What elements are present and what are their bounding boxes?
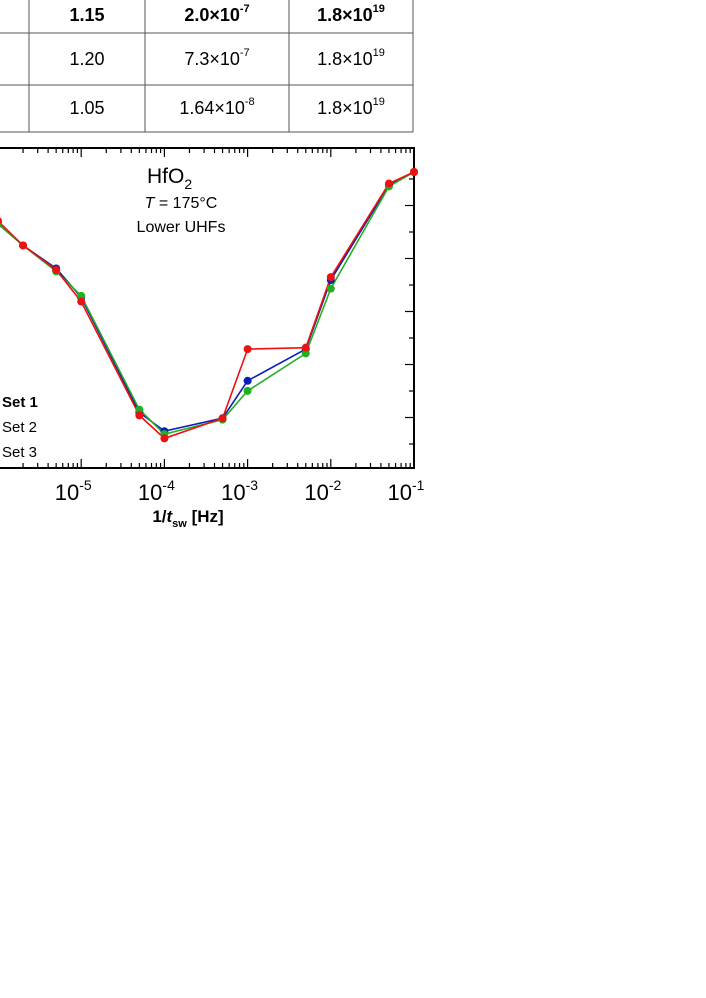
table-cell-exponent: -7 [239, 3, 250, 15]
legend-set-3: Set 3 [2, 444, 37, 461]
table-cell-value: 7.3×10-7 [145, 47, 289, 70]
data-point-set-3 [135, 411, 144, 420]
data-point-set-3 [410, 168, 418, 176]
data-point-set-2 [77, 291, 86, 300]
data-point-set-3 [326, 273, 335, 282]
switching-plot: 10-5 10-4 10-3 10-2 10-1 HfO2 T = 175°C Lowe… [0, 147, 425, 530]
table-cell-value: 1.64×10-8 [145, 96, 289, 119]
data-point-set-2 [135, 405, 144, 414]
data-point-set-3 [19, 241, 28, 250]
table-cell-value: 1.20 [69, 49, 105, 69]
x-tick-label: 10-5 [55, 477, 92, 505]
data-point-set-3 [77, 297, 86, 306]
table-cell-value: 1.05 [69, 98, 105, 118]
x-tick-label: 10-1 [388, 477, 425, 505]
series-line-set-3 [0, 171, 415, 440]
table-cell-value: 2.0×10-7 [145, 3, 289, 26]
table-cell-exponent: -8 [244, 96, 255, 108]
data-point-set-3 [243, 345, 252, 354]
table-cell-value: 1.8×1019 [289, 3, 413, 26]
x-tick-label: 10-3 [221, 477, 258, 505]
condition-annotation: Lower UHFs [137, 219, 226, 236]
table-cell-mantissa: 7.3×10 [184, 49, 240, 69]
legend-set-2: Set 2 [2, 419, 37, 436]
table-cell-value: 1.8×1019 [289, 47, 413, 70]
data-point-set-3 [384, 179, 393, 188]
x-tick-label: 10-2 [304, 477, 341, 505]
material-annotation: HfO2 [147, 165, 192, 192]
data-point-set-2 [326, 284, 335, 293]
table-cell-exponent: 19 [372, 3, 385, 15]
data-point-set-3 [301, 343, 310, 352]
table-grid [0, 0, 414, 133]
series-line-set-2 [0, 171, 415, 435]
axis-ticks [22, 148, 414, 468]
series-line-set-1 [0, 171, 415, 433]
table-cell-exponent: -7 [239, 47, 250, 59]
series-layer [0, 168, 418, 443]
temperature-annotation: T = 175°C [145, 195, 218, 212]
x-tick-labels: 10-5 10-4 10-3 10-2 10-1 [55, 477, 425, 505]
table-cell-mantissa: 1.8×10 [317, 98, 373, 118]
data-point-set-3 [160, 434, 169, 443]
legend-set-1: Set 1 [2, 394, 38, 411]
x-axis-label: 1/tsw [Hz] [152, 507, 223, 530]
table-cell-value: 1.8×1019 [289, 96, 413, 119]
table-cell-mantissa: 1.8×10 [317, 5, 373, 25]
data-point-set-3 [218, 414, 227, 423]
data-point-set-3 [52, 265, 61, 274]
data-point-set-2 [301, 349, 310, 358]
data-point-set-1 [243, 376, 252, 385]
table-cell-value: 1.15 [69, 5, 105, 25]
table-cell-exponent: 19 [372, 96, 385, 108]
x-tick-label: 10-4 [138, 477, 175, 505]
table-cell-mantissa: 1.8×10 [317, 49, 373, 69]
plot-frame [0, 147, 415, 469]
table-cell-mantissa: 2.0×10 [184, 5, 240, 25]
table-cell-exponent: 19 [372, 47, 385, 59]
data-point-set-3 [0, 217, 2, 225]
data-point-set-2 [243, 386, 252, 395]
table-cell-mantissa: 1.64×10 [179, 98, 245, 118]
